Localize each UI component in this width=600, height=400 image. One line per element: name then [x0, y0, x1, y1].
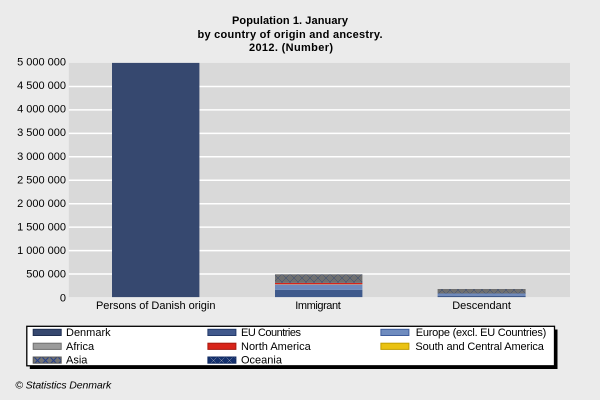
svg-text:500 000: 500 000 [26, 269, 66, 281]
svg-text:Denmark: Denmark [66, 327, 111, 339]
svg-text:5 000 000: 5 000 000 [17, 57, 66, 69]
svg-text:Oceania: Oceania [241, 355, 283, 367]
svg-text:1 000 000: 1 000 000 [17, 245, 66, 257]
svg-text:North America: North America [241, 341, 312, 353]
svg-text:4 500 000: 4 500 000 [17, 80, 66, 92]
svg-text:EU Countries: EU Countries [241, 327, 302, 339]
svg-text:Persons of Danish origin: Persons of Danish origin [96, 300, 216, 312]
svg-text:3 000 000: 3 000 000 [17, 151, 66, 163]
svg-text:South and Central America: South and Central America [415, 341, 544, 353]
svg-text:1 500 000: 1 500 000 [17, 222, 66, 234]
svg-text:Asia: Asia [66, 355, 88, 367]
svg-text:2 500 000: 2 500 000 [17, 174, 66, 186]
svg-text:Descendant: Descendant [452, 300, 511, 312]
svg-text:Population 1. January: Population 1. January [232, 15, 349, 27]
svg-text:Africa: Africa [66, 341, 95, 353]
svg-text:2012. (Number): 2012. (Number) [249, 42, 333, 54]
svg-text:Europe (excl. EU Countries): Europe (excl. EU Countries) [416, 327, 547, 339]
svg-text:2 000 000: 2 000 000 [17, 198, 66, 210]
svg-text:3 500 000: 3 500 000 [17, 127, 66, 139]
svg-text:0: 0 [60, 292, 66, 304]
svg-text:by country of origin and ances: by country of origin and ancestry. [198, 29, 383, 41]
svg-text:4 000 000: 4 000 000 [17, 104, 66, 116]
svg-text:© Statistics Denmark: © Statistics Denmark [15, 380, 112, 392]
svg-text:Immigrant: Immigrant [295, 300, 341, 312]
